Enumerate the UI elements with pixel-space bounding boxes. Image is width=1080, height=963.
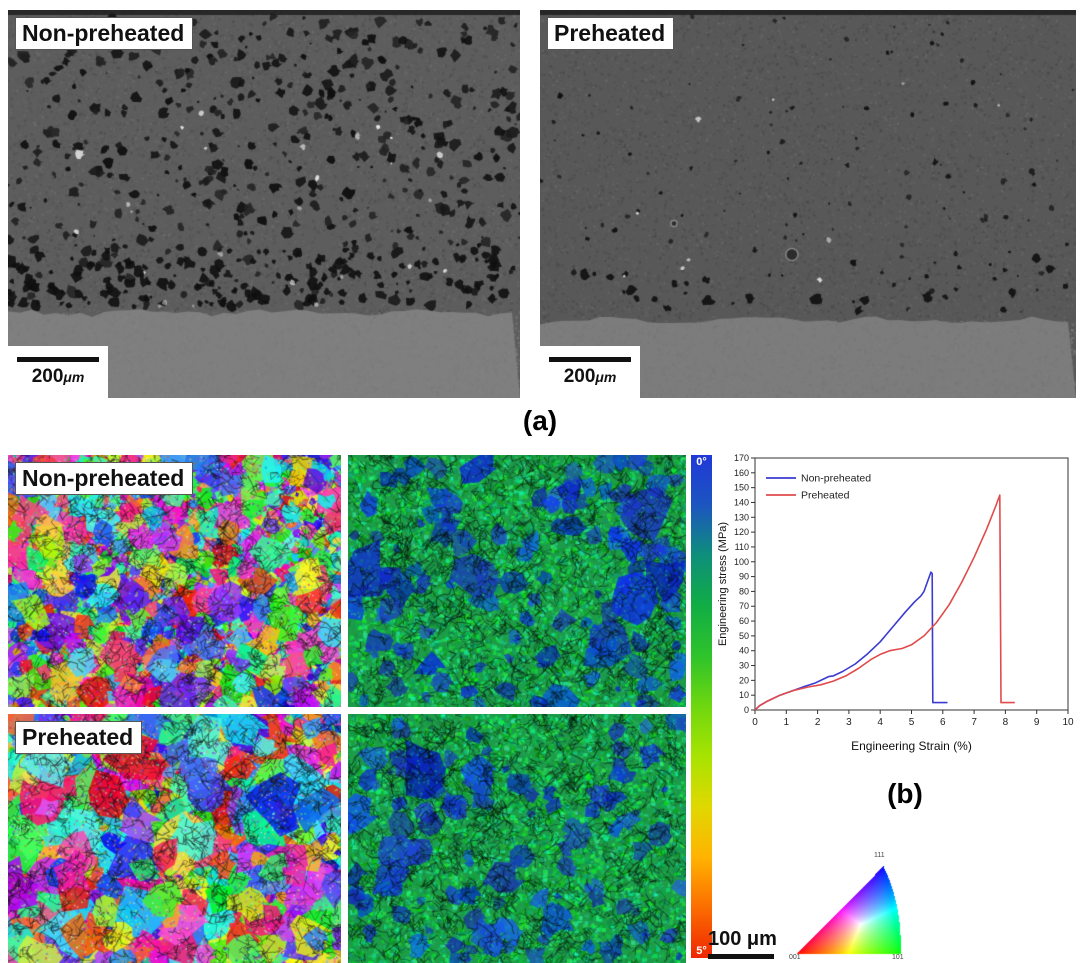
svg-text:Engineering stress (MPa): Engineering stress (MPa) — [717, 522, 729, 646]
sem-label-non-preheated: Non-preheated — [15, 17, 194, 51]
svg-text:10: 10 — [739, 690, 749, 700]
svg-text:2: 2 — [815, 717, 821, 728]
svg-text:80: 80 — [739, 586, 749, 596]
svg-text:120: 120 — [734, 527, 749, 537]
scale-bar-value: 200 — [563, 365, 596, 387]
svg-text:Engineering Strain (%): Engineering Strain (%) — [851, 739, 972, 753]
colorbar-min-label: 0° — [696, 456, 707, 468]
svg-text:150: 150 — [734, 483, 749, 493]
svg-text:130: 130 — [734, 512, 749, 522]
svg-text:Non-preheated: Non-preheated — [801, 473, 871, 485]
ipf-map-panel-preheated: Preheated — [8, 714, 341, 963]
svg-text:10: 10 — [1062, 717, 1074, 728]
svg-text:60: 60 — [739, 616, 749, 626]
svg-text:3: 3 — [846, 717, 852, 728]
misorientation-colorbar: 0° 5° — [691, 455, 712, 958]
scale-bar-200um-right: 200μm — [540, 346, 640, 398]
stress-strain-chart: 0 10 20 30 40 50 60 70 80 90 100 110 120 130 140 150 160… — [716, 446, 1080, 764]
scale-bar-unit: μm — [63, 368, 85, 385]
misorientation-map-panel-non-preheated — [348, 455, 686, 707]
scale-bar-text: 200μm — [32, 366, 85, 388]
svg-text:50: 50 — [739, 631, 749, 641]
misorientation-map-non-preheated — [348, 455, 686, 707]
misorientation-map-preheated — [348, 714, 686, 963]
svg-text:170: 170 — [734, 453, 749, 463]
svg-text:4: 4 — [877, 717, 883, 728]
svg-text:0: 0 — [744, 705, 749, 715]
svg-text:Preheated: Preheated — [801, 490, 850, 502]
ipf-corner-001-label: 001 — [789, 954, 801, 961]
ipf-map-panel-non-preheated: Non-preheated — [8, 455, 341, 707]
svg-text:5: 5 — [909, 717, 915, 728]
svg-text:140: 140 — [734, 497, 749, 507]
svg-text:100: 100 — [734, 557, 749, 567]
colorbar-max-label: 5° — [696, 945, 707, 957]
sem-micrograph-non-preheated — [8, 10, 520, 398]
ipf-color-key: 111 001 101 — [786, 852, 916, 962]
scale-bar-line — [549, 356, 631, 362]
svg-text:9: 9 — [1034, 717, 1040, 728]
scale-bar-line — [708, 954, 774, 959]
svg-text:40: 40 — [739, 646, 749, 656]
svg-text:0: 0 — [752, 717, 758, 728]
scale-bar-unit: μm — [595, 368, 617, 385]
svg-text:110: 110 — [735, 542, 749, 552]
ipf-label-non-preheated: Non-preheated — [15, 462, 194, 496]
sem-micrograph-preheated — [540, 10, 1076, 398]
svg-text:8: 8 — [1003, 717, 1009, 728]
scale-bar-text: 100 μm — [708, 928, 777, 950]
ipf-corner-111-label: 111 — [874, 852, 885, 859]
svg-text:1: 1 — [784, 717, 790, 728]
sem-label-preheated: Preheated — [547, 17, 675, 51]
misorientation-map-panel-preheated — [348, 714, 686, 963]
scale-bar-200um-left: 200μm — [8, 346, 108, 398]
scale-bar-text: 200μm — [564, 366, 617, 388]
scale-bar-100um: 100 μm — [708, 928, 828, 959]
scale-bar-line — [17, 356, 99, 362]
sem-panel-preheated: Preheated 200μm — [540, 10, 1076, 398]
stress-strain-chart-svg: 0102030405060708090100110120130140150160… — [717, 453, 1074, 753]
sem-panel-non-preheated: Non-preheated 200μm — [8, 10, 520, 398]
scale-bar-value: 200 — [31, 365, 64, 387]
ipf-map-preheated — [8, 714, 341, 963]
ipf-label-preheated: Preheated — [15, 721, 143, 755]
svg-text:7: 7 — [971, 717, 977, 728]
ipf-corner-101-label: 101 — [892, 954, 904, 961]
ipf-triangle-gradient — [786, 860, 908, 957]
svg-text:90: 90 — [739, 572, 749, 582]
caption-b: (b) — [887, 778, 923, 809]
caption-a: (a) — [522, 405, 558, 436]
svg-text:20: 20 — [739, 675, 749, 685]
svg-text:70: 70 — [739, 601, 749, 611]
svg-text:160: 160 — [734, 468, 749, 478]
ipf-map-non-preheated — [8, 455, 341, 707]
svg-text:6: 6 — [940, 717, 946, 728]
svg-text:30: 30 — [739, 661, 749, 671]
